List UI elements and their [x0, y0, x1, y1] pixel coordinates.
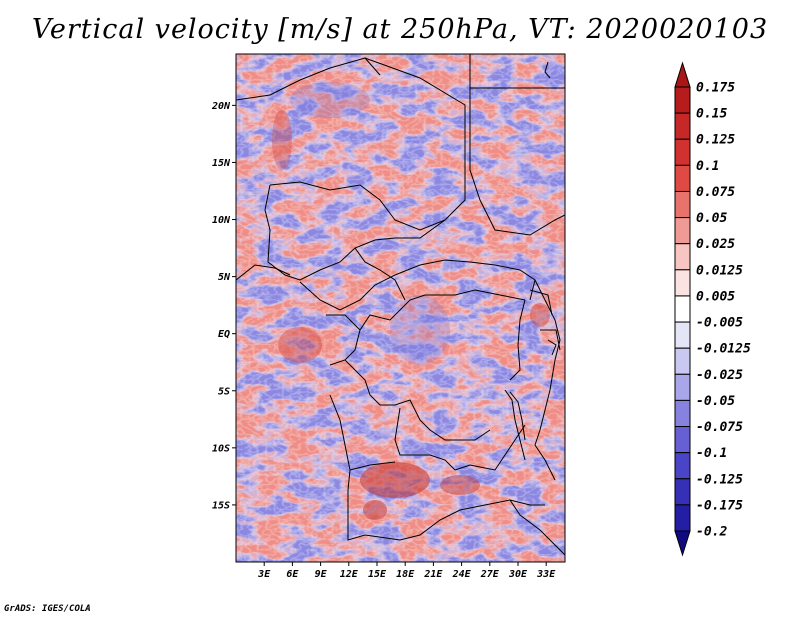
colorbar: 0.175 0.15 0.125 0.1 0.075 0.05 0.025 0.0125 0.0… [674, 61, 751, 557]
lat-label: 15S [212, 500, 230, 511]
lat-label: 5S [218, 386, 230, 397]
lat-label: 20N [211, 101, 231, 112]
map-axes: 20N 15N 10N 5N EQ 5S 10S 15S 3E 6E 9E 12E 15E 18E 21E 2… [211, 101, 556, 580]
colorbar-label: -0.2 [696, 525, 727, 540]
colorbar-label: 0.15 [696, 107, 727, 122]
colorbar-label: -0.0125 [696, 342, 751, 357]
colorbar-label: 0.175 [696, 81, 735, 96]
colorbar-segment [674, 217, 691, 245]
colorbar-label: 0.1 [696, 159, 719, 174]
colorbar-label: 0.05 [696, 211, 727, 226]
lon-label: 27E [480, 569, 500, 580]
colorbar-segment [674, 504, 691, 532]
colorbar-segment [674, 138, 691, 166]
lon-label: 3E [257, 569, 271, 580]
colorbar-segment [674, 347, 691, 375]
colorbar-label: -0.175 [696, 498, 743, 513]
colorbar-segment [674, 426, 691, 454]
lat-label: 10N [212, 215, 231, 226]
colorbar-label: 0.005 [696, 289, 735, 304]
colorbar-label: -0.1 [696, 446, 727, 461]
lon-label: 12E [340, 569, 359, 580]
colorbar-segment [674, 373, 691, 401]
chart-title: Vertical velocity [m/s] at 250hPa, VT: 2… [31, 14, 769, 45]
lon-label: 30E [508, 569, 528, 580]
colorbar-top-arrow [674, 61, 691, 88]
lon-label: 6E [286, 569, 299, 580]
colorbar-segment [674, 399, 691, 428]
colorbar-bottom-arrow [674, 530, 691, 557]
colorbar-segment [674, 243, 691, 271]
colorbar-label: -0.005 [696, 316, 743, 331]
colorbar-segment [674, 295, 691, 323]
colorbar-segment [674, 452, 691, 480]
lon-label: 33E [536, 569, 556, 580]
colorbar-label: -0.075 [696, 420, 743, 435]
lon-label: 9E [315, 569, 328, 580]
grads-credit: GrADS: IGES/COLA [4, 604, 91, 614]
colorbar-segment [674, 478, 691, 506]
lat-label: EQ [218, 329, 230, 340]
colorbar-label: -0.05 [696, 394, 735, 409]
colorbar-label: 0.125 [696, 133, 735, 148]
velocity-field [236, 54, 565, 562]
colorbar-segment [674, 321, 691, 349]
map-frame [235, 53, 566, 563]
colorbar-label: 0.025 [696, 237, 735, 252]
lon-label: 21E [423, 569, 443, 580]
colorbar-label: 0.075 [696, 185, 735, 200]
lat-label: 15N [212, 158, 231, 169]
lat-label: 5N [218, 272, 231, 283]
lon-label: 24E [452, 569, 472, 580]
colorbar-segment [674, 112, 691, 140]
colorbar-segment [674, 269, 691, 297]
lon-label: 18E [396, 569, 415, 580]
colorbar-label: -0.025 [696, 368, 743, 383]
colorbar-label: 0.0125 [696, 263, 743, 278]
country-borders [236, 54, 565, 556]
colorbar-segment [674, 164, 691, 192]
lon-label: 15E [368, 569, 387, 580]
colorbar-segment [674, 190, 691, 219]
colorbar-segment [674, 86, 691, 114]
lat-label: 10S [212, 443, 230, 454]
colorbar-label: -0.125 [696, 472, 743, 487]
